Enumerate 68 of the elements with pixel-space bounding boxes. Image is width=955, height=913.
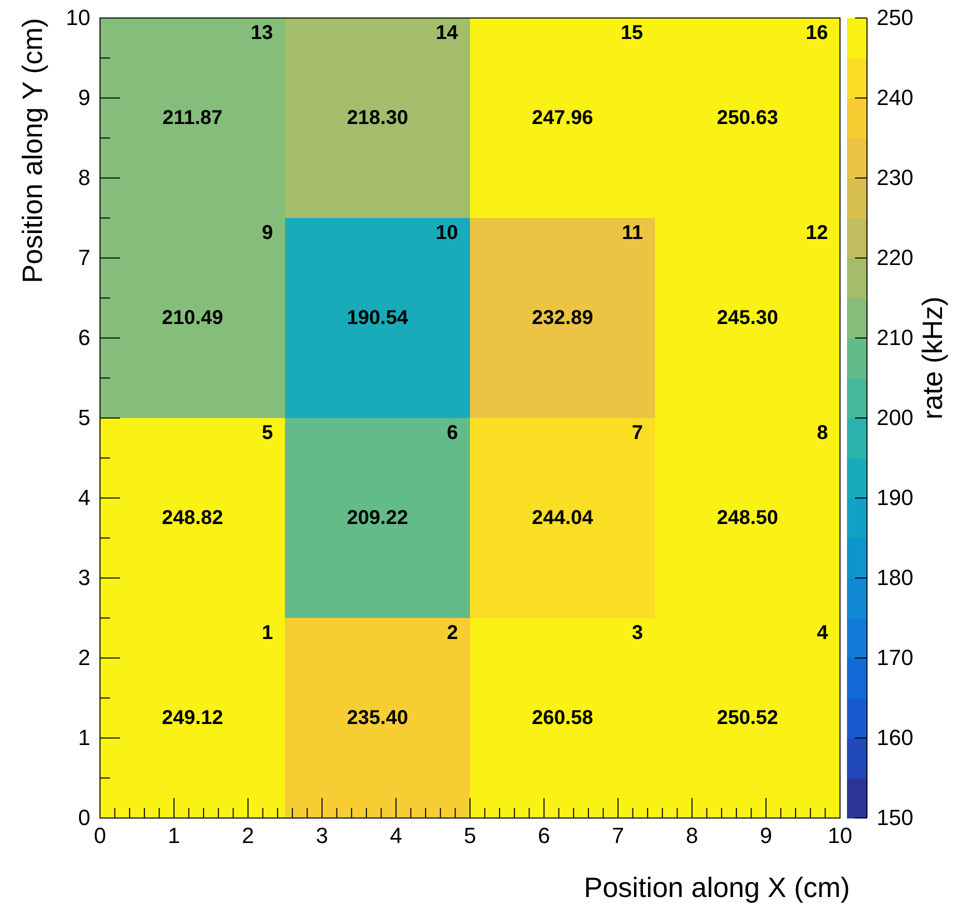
- data-label: 247.96: [532, 107, 594, 129]
- x-tick-label: 3: [316, 823, 328, 848]
- data-label: 260.58: [532, 707, 594, 729]
- y-tick-label: 1: [78, 725, 90, 750]
- annotation: 9: [262, 222, 273, 244]
- color-bar-label: 240: [876, 85, 914, 110]
- data-label: 248.82: [162, 507, 224, 529]
- color-bar-label: 230: [876, 165, 914, 190]
- annotation: 3: [632, 622, 643, 644]
- data-label: 249.12: [162, 707, 224, 729]
- data-label: 211.87: [162, 107, 223, 129]
- x-tick-label: 8: [686, 823, 698, 848]
- x-tick-label: 1: [168, 823, 180, 848]
- color-bar-label: 180: [876, 565, 914, 590]
- y-tick-label: 6: [78, 325, 90, 350]
- annotation: 16: [806, 22, 828, 44]
- annotation: 12: [806, 222, 828, 244]
- y-tick-label: 10: [66, 5, 90, 30]
- annotation: 13: [250, 22, 273, 44]
- annotation: 7: [632, 422, 643, 444]
- data-label: 210.49: [162, 307, 224, 329]
- x-tick-label: 4: [390, 823, 402, 848]
- y-tick-label: 9: [78, 85, 90, 110]
- annotation: 8: [816, 422, 828, 444]
- x-tick-label: 2: [242, 823, 254, 848]
- data-label: 218.30: [346, 107, 408, 129]
- color-bar-label: 200: [876, 405, 914, 430]
- color-bar-label: 210: [876, 325, 914, 350]
- y-tick-label: 0: [78, 805, 90, 830]
- y-tick-label: 4: [78, 485, 90, 510]
- annotation: 14: [436, 22, 459, 44]
- annotation: 10: [436, 222, 458, 244]
- x-tick-label: 5: [464, 823, 476, 848]
- annotation: 1: [262, 622, 273, 644]
- color-bar-label: 160: [876, 725, 914, 750]
- data-label: 235.40: [346, 707, 408, 729]
- x-axis-title: Position along X (cm): [584, 872, 850, 903]
- x-tick-label: 7: [612, 823, 624, 848]
- annotation: 5: [262, 422, 273, 444]
- y-tick-label: 8: [78, 165, 90, 190]
- color-bar-label: 170: [876, 645, 914, 670]
- y-tick-label: 5: [78, 405, 90, 430]
- color-bar-label: 150: [876, 805, 914, 830]
- y-axis-title: Position along Y (cm): [17, 18, 48, 284]
- color-bar-title: rate (kHz): [917, 296, 948, 420]
- data-label: 250.63: [716, 107, 778, 129]
- data-label: 245.30: [716, 307, 778, 329]
- annotation: 2: [446, 622, 458, 644]
- annotation: 4: [816, 622, 829, 644]
- y-tick-label: 2: [78, 645, 90, 670]
- data-label: 209.22: [346, 507, 408, 529]
- annotation: 15: [620, 22, 643, 44]
- data-label: 248.50: [716, 507, 778, 529]
- x-tick-label: 0: [94, 823, 106, 848]
- x-tick-label: 9: [760, 823, 772, 848]
- data-label: 190.54: [346, 307, 409, 329]
- annotation: 6: [446, 422, 458, 444]
- color-bar-label: 250: [876, 5, 914, 30]
- y-tick-label: 3: [78, 565, 90, 590]
- x-tick-label: 10: [828, 823, 852, 848]
- data-label: 250.52: [716, 707, 778, 729]
- x-tick-label: 6: [538, 823, 550, 848]
- color-bar-label: 220: [876, 245, 914, 270]
- y-tick-label: 7: [78, 245, 90, 270]
- color-bar-label: 190: [876, 485, 914, 510]
- data-label: 232.89: [532, 307, 594, 329]
- annotation: 11: [622, 222, 643, 244]
- data-label: 244.04: [532, 507, 594, 529]
